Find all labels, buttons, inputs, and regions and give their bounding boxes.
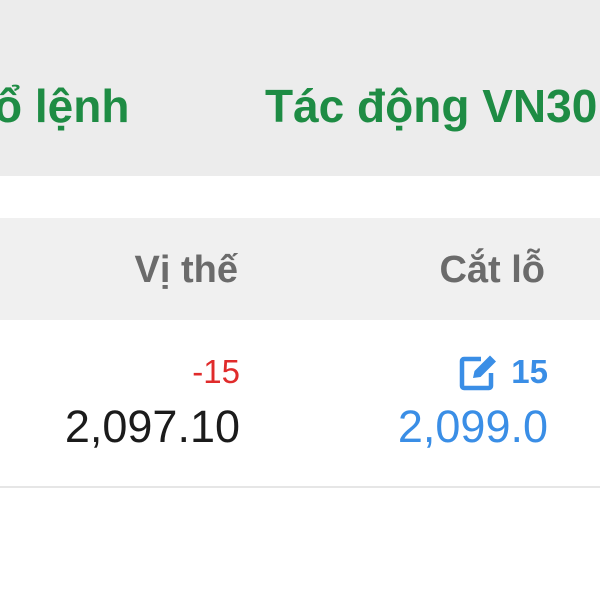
table-row[interactable]: -15 2,097.10 15 2,099.0 [0,320,600,488]
column-header-position: Vị thế [134,249,238,291]
tab-vn30-impact[interactable]: Tác động VN30 [265,80,598,132]
tab-bar: ổ lệnh Tác động VN30 [0,0,600,176]
stoploss-quantity-group[interactable]: 15 [459,352,548,392]
stoploss-quantity: 15 [511,353,548,390]
stoploss-price[interactable]: 2,099.0 [397,401,548,452]
position-quantity: -15 [192,353,240,390]
edit-icon[interactable] [459,353,499,391]
position-price: 2,097.10 [64,401,240,452]
table-header: Vị thế Cắt lỗ [0,218,600,320]
tab-order-book[interactable]: ổ lệnh [0,80,130,132]
column-header-stoploss: Cắt lỗ [439,249,545,291]
